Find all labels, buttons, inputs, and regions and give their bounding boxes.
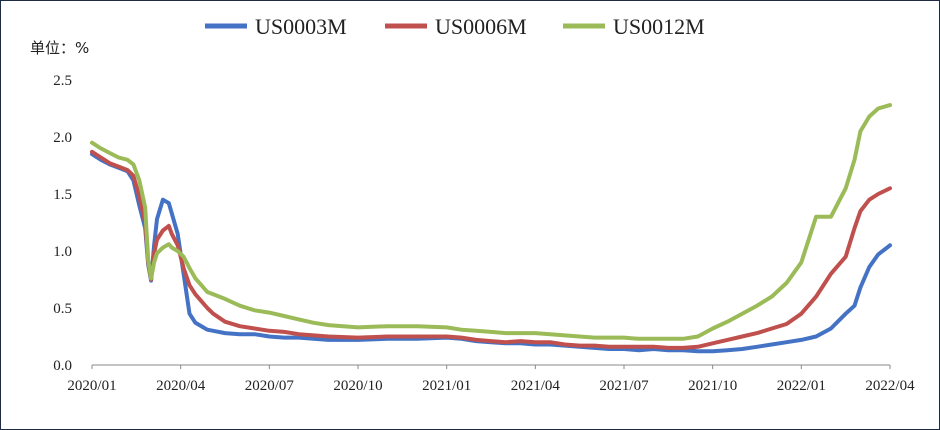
y-tick-label: 0.0 xyxy=(53,358,72,374)
x-tick-label: 2022/04 xyxy=(865,378,915,394)
y-tick-label: 0.5 xyxy=(53,301,72,317)
x-tick-label: 2022/01 xyxy=(777,378,826,394)
legend: US0003M US0006M US0012M xyxy=(205,14,705,39)
x-tick-label: 2021/01 xyxy=(422,378,471,394)
y-tick-label: 1.5 xyxy=(53,187,72,203)
x-tick-label: 2020/04 xyxy=(156,378,206,394)
legend-label-us0003m: US0003M xyxy=(255,14,347,39)
y-tick-label: 1.0 xyxy=(53,244,72,260)
legend-label-us0006m: US0006M xyxy=(435,14,527,39)
y-tick-label: 2.5 xyxy=(53,73,72,89)
x-tick-label: 2021/10 xyxy=(688,378,737,394)
y-unit-label: 单位：% xyxy=(30,39,89,57)
series-line-us0003m xyxy=(90,152,892,354)
series-line-us0006m xyxy=(90,149,892,350)
series-lines xyxy=(90,103,892,354)
series-line-us0012m xyxy=(90,103,892,341)
legend-label-us0012m: US0012M xyxy=(613,14,705,39)
x-tick-label: 2020/01 xyxy=(67,378,116,394)
x-axis-ticks: 2020/01 2020/04 2020/07 2020/10 2021/01 2021/… xyxy=(67,365,915,394)
y-axis-ticks: 0.0 0.5 1.0 1.5 2.0 2.5 xyxy=(53,73,72,374)
x-tick-label: 2021/04 xyxy=(511,378,561,394)
x-tick-label: 2020/10 xyxy=(333,378,382,394)
x-tick-label: 2021/07 xyxy=(599,378,649,394)
x-tick-label: 2020/07 xyxy=(245,378,295,394)
y-tick-label: 2.0 xyxy=(53,130,72,146)
